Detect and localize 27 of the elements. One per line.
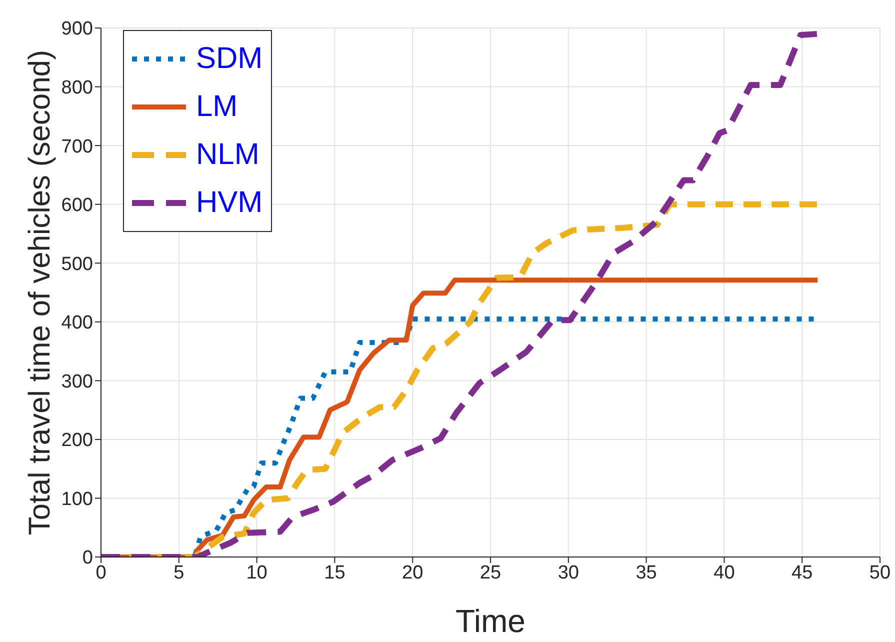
y-tick-label: 800 (61, 78, 93, 99)
legend-label: SDM (196, 42, 263, 76)
y-tick-label: 500 (61, 254, 93, 275)
x-tick-label: 40 (714, 562, 735, 584)
x-tick-label: 5 (174, 562, 184, 584)
x-tick-label: 10 (246, 562, 268, 584)
x-tick-label: 50 (869, 562, 891, 584)
x-tick-label: 15 (324, 562, 346, 584)
y-tick-label: 600 (61, 195, 93, 216)
x-tick-label: 35 (636, 562, 657, 584)
legend-label: HVM (196, 186, 263, 220)
y-tick-label: 400 (61, 312, 93, 334)
y-tick-label: 100 (61, 488, 93, 510)
x-tick-label: 30 (558, 562, 579, 584)
x-axis-title: Time (456, 603, 526, 639)
y-tick-label: 200 (61, 430, 93, 452)
y-tick-label: 300 (61, 371, 93, 392)
legend-label: LM (196, 90, 238, 124)
y-tick-label: 700 (61, 136, 93, 158)
legend-label: NLM (196, 138, 260, 172)
y-tick-label: 900 (61, 18, 93, 40)
y-axis-title: Total travel time of vehicles (second) (24, 50, 57, 536)
x-tick-label: 0 (96, 562, 106, 584)
x-tick-label: 20 (402, 562, 424, 584)
x-tick-label: 45 (792, 562, 813, 584)
y-tick-label: 0 (82, 548, 93, 569)
x-tick-label: 25 (480, 562, 502, 584)
